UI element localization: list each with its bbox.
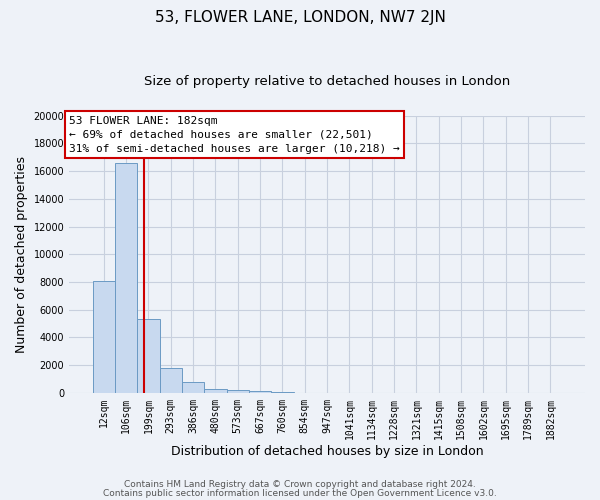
Text: 53 FLOWER LANE: 182sqm
← 69% of detached houses are smaller (22,501)
31% of semi: 53 FLOWER LANE: 182sqm ← 69% of detached… xyxy=(69,116,400,154)
Bar xyxy=(227,390,249,393)
Title: Size of property relative to detached houses in London: Size of property relative to detached ho… xyxy=(144,75,510,88)
Bar xyxy=(137,320,160,393)
Bar xyxy=(92,280,115,393)
X-axis label: Distribution of detached houses by size in London: Distribution of detached houses by size … xyxy=(171,444,484,458)
Bar xyxy=(271,392,293,393)
Bar xyxy=(182,382,204,393)
Bar xyxy=(160,368,182,393)
Bar xyxy=(204,389,227,393)
Bar xyxy=(115,162,137,393)
Y-axis label: Number of detached properties: Number of detached properties xyxy=(15,156,28,353)
Bar xyxy=(249,392,271,393)
Text: 53, FLOWER LANE, LONDON, NW7 2JN: 53, FLOWER LANE, LONDON, NW7 2JN xyxy=(155,10,445,25)
Text: Contains public sector information licensed under the Open Government Licence v3: Contains public sector information licen… xyxy=(103,489,497,498)
Text: Contains HM Land Registry data © Crown copyright and database right 2024.: Contains HM Land Registry data © Crown c… xyxy=(124,480,476,489)
